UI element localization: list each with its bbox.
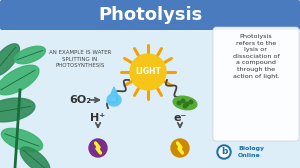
Circle shape (177, 101, 181, 105)
Text: e⁻: e⁻ (173, 113, 187, 123)
Circle shape (219, 147, 229, 157)
Polygon shape (15, 46, 45, 64)
Text: 6O₂: 6O₂ (69, 95, 91, 105)
Text: H⁺: H⁺ (90, 113, 106, 123)
Text: Photolysis: Photolysis (98, 6, 202, 24)
Circle shape (89, 139, 107, 157)
Text: AN EXAMPLE IS WATER
SPLITTING IN
PHOTOSYNTHESIS: AN EXAMPLE IS WATER SPLITTING IN PHOTOSY… (49, 50, 111, 68)
Circle shape (185, 102, 189, 106)
Circle shape (130, 54, 166, 90)
FancyBboxPatch shape (213, 27, 299, 141)
Text: LIGHT: LIGHT (135, 68, 161, 76)
Text: Biology
Online: Biology Online (238, 146, 264, 158)
Circle shape (171, 139, 189, 157)
Polygon shape (110, 87, 118, 96)
Polygon shape (0, 44, 20, 76)
Polygon shape (0, 65, 39, 95)
Polygon shape (0, 98, 35, 122)
Ellipse shape (173, 96, 197, 110)
Polygon shape (2, 128, 43, 152)
Text: Photolysis
refers to the
lysis or
dissociation of
a compound
through the
action : Photolysis refers to the lysis or dissoc… (232, 34, 279, 79)
Circle shape (189, 100, 193, 104)
FancyBboxPatch shape (0, 0, 300, 30)
Circle shape (181, 99, 185, 103)
Circle shape (217, 145, 231, 159)
Text: b: b (221, 148, 227, 157)
Circle shape (183, 104, 187, 108)
Polygon shape (107, 94, 121, 106)
Polygon shape (20, 147, 50, 168)
